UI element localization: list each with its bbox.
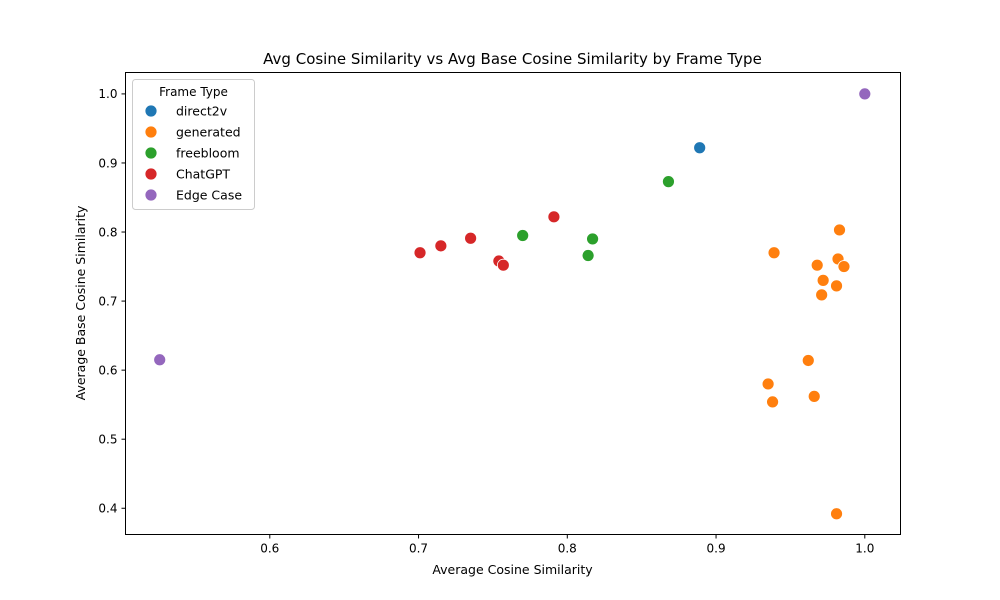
x-tick-label: 0.7 — [409, 542, 428, 556]
x-tick-label: 0.8 — [558, 542, 577, 556]
legend-label-freebloom: freebloom — [176, 145, 240, 160]
plot-area-frame — [125, 72, 901, 535]
legend-label-chatgpt: ChatGPT — [176, 166, 230, 181]
legend-marker-generated — [144, 125, 158, 139]
data-point-chatgpt-0 — [547, 210, 561, 224]
data-point-direct2v-0 — [693, 141, 707, 155]
data-point-generated-9 — [761, 377, 775, 391]
y-axis-ticks: 0.4 0.5 0.6 0.7 0.8 0.9 1.0 — [98, 87, 126, 516]
y-tick-label: 1.0 — [98, 87, 117, 101]
data-point-generated-1 — [833, 223, 846, 237]
data-point-generated-8 — [801, 354, 815, 367]
y-axis-label: Average Base Cosine Similarity — [73, 205, 88, 400]
legend: Frame Type direct2v generated freebloom Cha… — [132, 79, 255, 210]
legend-entries: direct2v generated freebloom ChatGPT Edge Ca… — [144, 103, 242, 202]
legend-label-direct2v: direct2v — [176, 103, 228, 118]
legend-box — [132, 79, 255, 210]
data-point-generated-4 — [837, 260, 851, 273]
y-tick-label: 0.4 — [98, 502, 117, 516]
x-axis-ticks: 0.6 0.7 0.8 0.9 1.0 — [260, 534, 874, 556]
y-tick-label: 0.9 — [98, 156, 117, 170]
data-markers — [153, 87, 872, 521]
data-point-generated-0 — [767, 246, 781, 260]
data-point-generated-7 — [815, 288, 829, 302]
data-point-chatgpt-3 — [413, 246, 427, 260]
legend-marker-freebloom — [144, 146, 158, 160]
legend-marker-chatgpt — [144, 167, 158, 181]
data-point-chatgpt-2 — [434, 239, 448, 253]
data-point-generated-5 — [816, 273, 830, 287]
x-tick-label: 1.0 — [855, 542, 874, 556]
y-tick-label: 0.5 — [98, 432, 117, 446]
legend-title: Frame Type — [159, 85, 228, 99]
x-tick-label: 0.6 — [260, 542, 279, 556]
data-point-freebloom-1 — [516, 229, 530, 242]
data-point-edge-case-1 — [153, 353, 167, 367]
data-point-chatgpt-1 — [464, 231, 478, 245]
data-point-chatgpt-5 — [496, 258, 510, 272]
chart-title: Avg Cosine Similarity vs Avg Base Cosine… — [263, 50, 762, 68]
y-tick-label: 0.8 — [98, 225, 117, 239]
data-point-generated-11 — [807, 389, 821, 403]
y-tick-label: 0.6 — [98, 363, 117, 377]
data-point-generated-10 — [766, 395, 779, 409]
data-point-freebloom-2 — [586, 232, 599, 246]
data-point-freebloom-3 — [581, 249, 595, 262]
legend-label-generated: generated — [176, 124, 241, 139]
legend-label-edge-case: Edge Case — [176, 187, 242, 202]
data-point-freebloom-0 — [662, 175, 675, 189]
data-point-generated-6 — [830, 279, 843, 293]
x-axis-label: Average Cosine Similarity — [432, 562, 593, 577]
y-tick-label: 0.7 — [98, 294, 117, 308]
x-tick-label: 0.9 — [707, 542, 726, 556]
data-point-generated-12 — [830, 507, 843, 521]
data-point-edge-case-0 — [858, 87, 872, 101]
data-point-generated-3 — [810, 258, 824, 272]
legend-marker-edge-case — [144, 188, 158, 202]
legend-marker-direct2v — [144, 104, 158, 118]
